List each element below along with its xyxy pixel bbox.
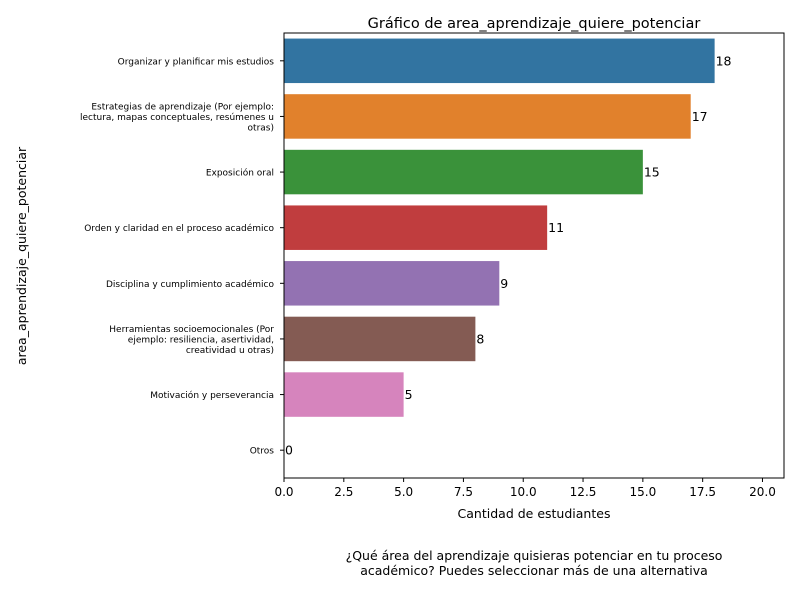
x-tick-label: 10.0 (510, 485, 537, 499)
x-tick-label: 7.5 (454, 485, 473, 499)
x-tick-label: 2.5 (334, 485, 353, 499)
x-tick-label: 5.0 (394, 485, 413, 499)
caption-line: ¿Qué área del aprendizaje quisieras pote… (345, 548, 723, 563)
bar (284, 261, 500, 306)
bar-value-label: 15 (644, 165, 660, 180)
chart-caption: ¿Qué área del aprendizaje quisieras pote… (284, 548, 784, 578)
chart-title: Gráfico de area_aprendizaje_quiere_poten… (368, 16, 701, 32)
x-tick-label: 20.0 (749, 485, 776, 499)
plot-frame (283, 32, 785, 479)
bar (284, 149, 643, 195)
bar-value-label: 9 (500, 276, 508, 291)
bars-group: 18 17 15 11 9 8 5 0 (284, 38, 732, 458)
bar (284, 94, 691, 139)
caption-line: académico? Puedes seleccionar más de una… (360, 563, 708, 578)
bar-value-label: 8 (476, 331, 484, 346)
category-label: Herramientas socioemocionales (Por (109, 325, 274, 335)
x-tick-label: 0.0 (274, 485, 293, 499)
bar (284, 372, 404, 417)
category-label: Orden y claridad en el proceso académico (84, 223, 274, 234)
x-axis-label: Cantidad de estudiantes (458, 506, 611, 521)
category-label: Motivación y perseverancia (150, 390, 274, 401)
x-ticks-group: 0.0 2.5 5.0 7.5 10.0 12.5 15.0 17.5 20.0 (274, 478, 776, 499)
y-axis-label: area_aprendizaje_quiere_potenciar (14, 146, 29, 365)
x-tick-label: 15.0 (629, 485, 656, 499)
category-label: otras) (248, 123, 274, 133)
category-label: Organizar y planificar mis estudios (118, 57, 275, 67)
category-labels-group: Organizar y planificar mis estudios Estra… (80, 57, 284, 457)
bar-value-label: 5 (405, 387, 413, 402)
category-label: Disciplina y cumplimiento académico (106, 279, 275, 290)
x-tick-label: 17.5 (689, 485, 716, 499)
bar-value-label: 17 (692, 109, 708, 124)
bar-value-label: 18 (716, 53, 732, 68)
category-label: Otros (250, 447, 275, 457)
bar-value-label: 0 (285, 443, 293, 458)
category-label: creatividad u otras) (186, 346, 274, 356)
bar (284, 205, 548, 250)
category-label: lectura, mapas conceptuales, resúmenes u (80, 113, 274, 123)
category-label: Exposición oral (206, 168, 274, 179)
bar (284, 316, 476, 362)
category-label: ejemplo: resiliencia, asertividad, (128, 335, 274, 345)
category-label: Estrategias de aprendizaje (Por ejemplo: (91, 102, 274, 112)
bar (284, 38, 715, 84)
x-tick-label: 12.5 (570, 485, 597, 499)
bar-value-label: 11 (548, 220, 564, 235)
